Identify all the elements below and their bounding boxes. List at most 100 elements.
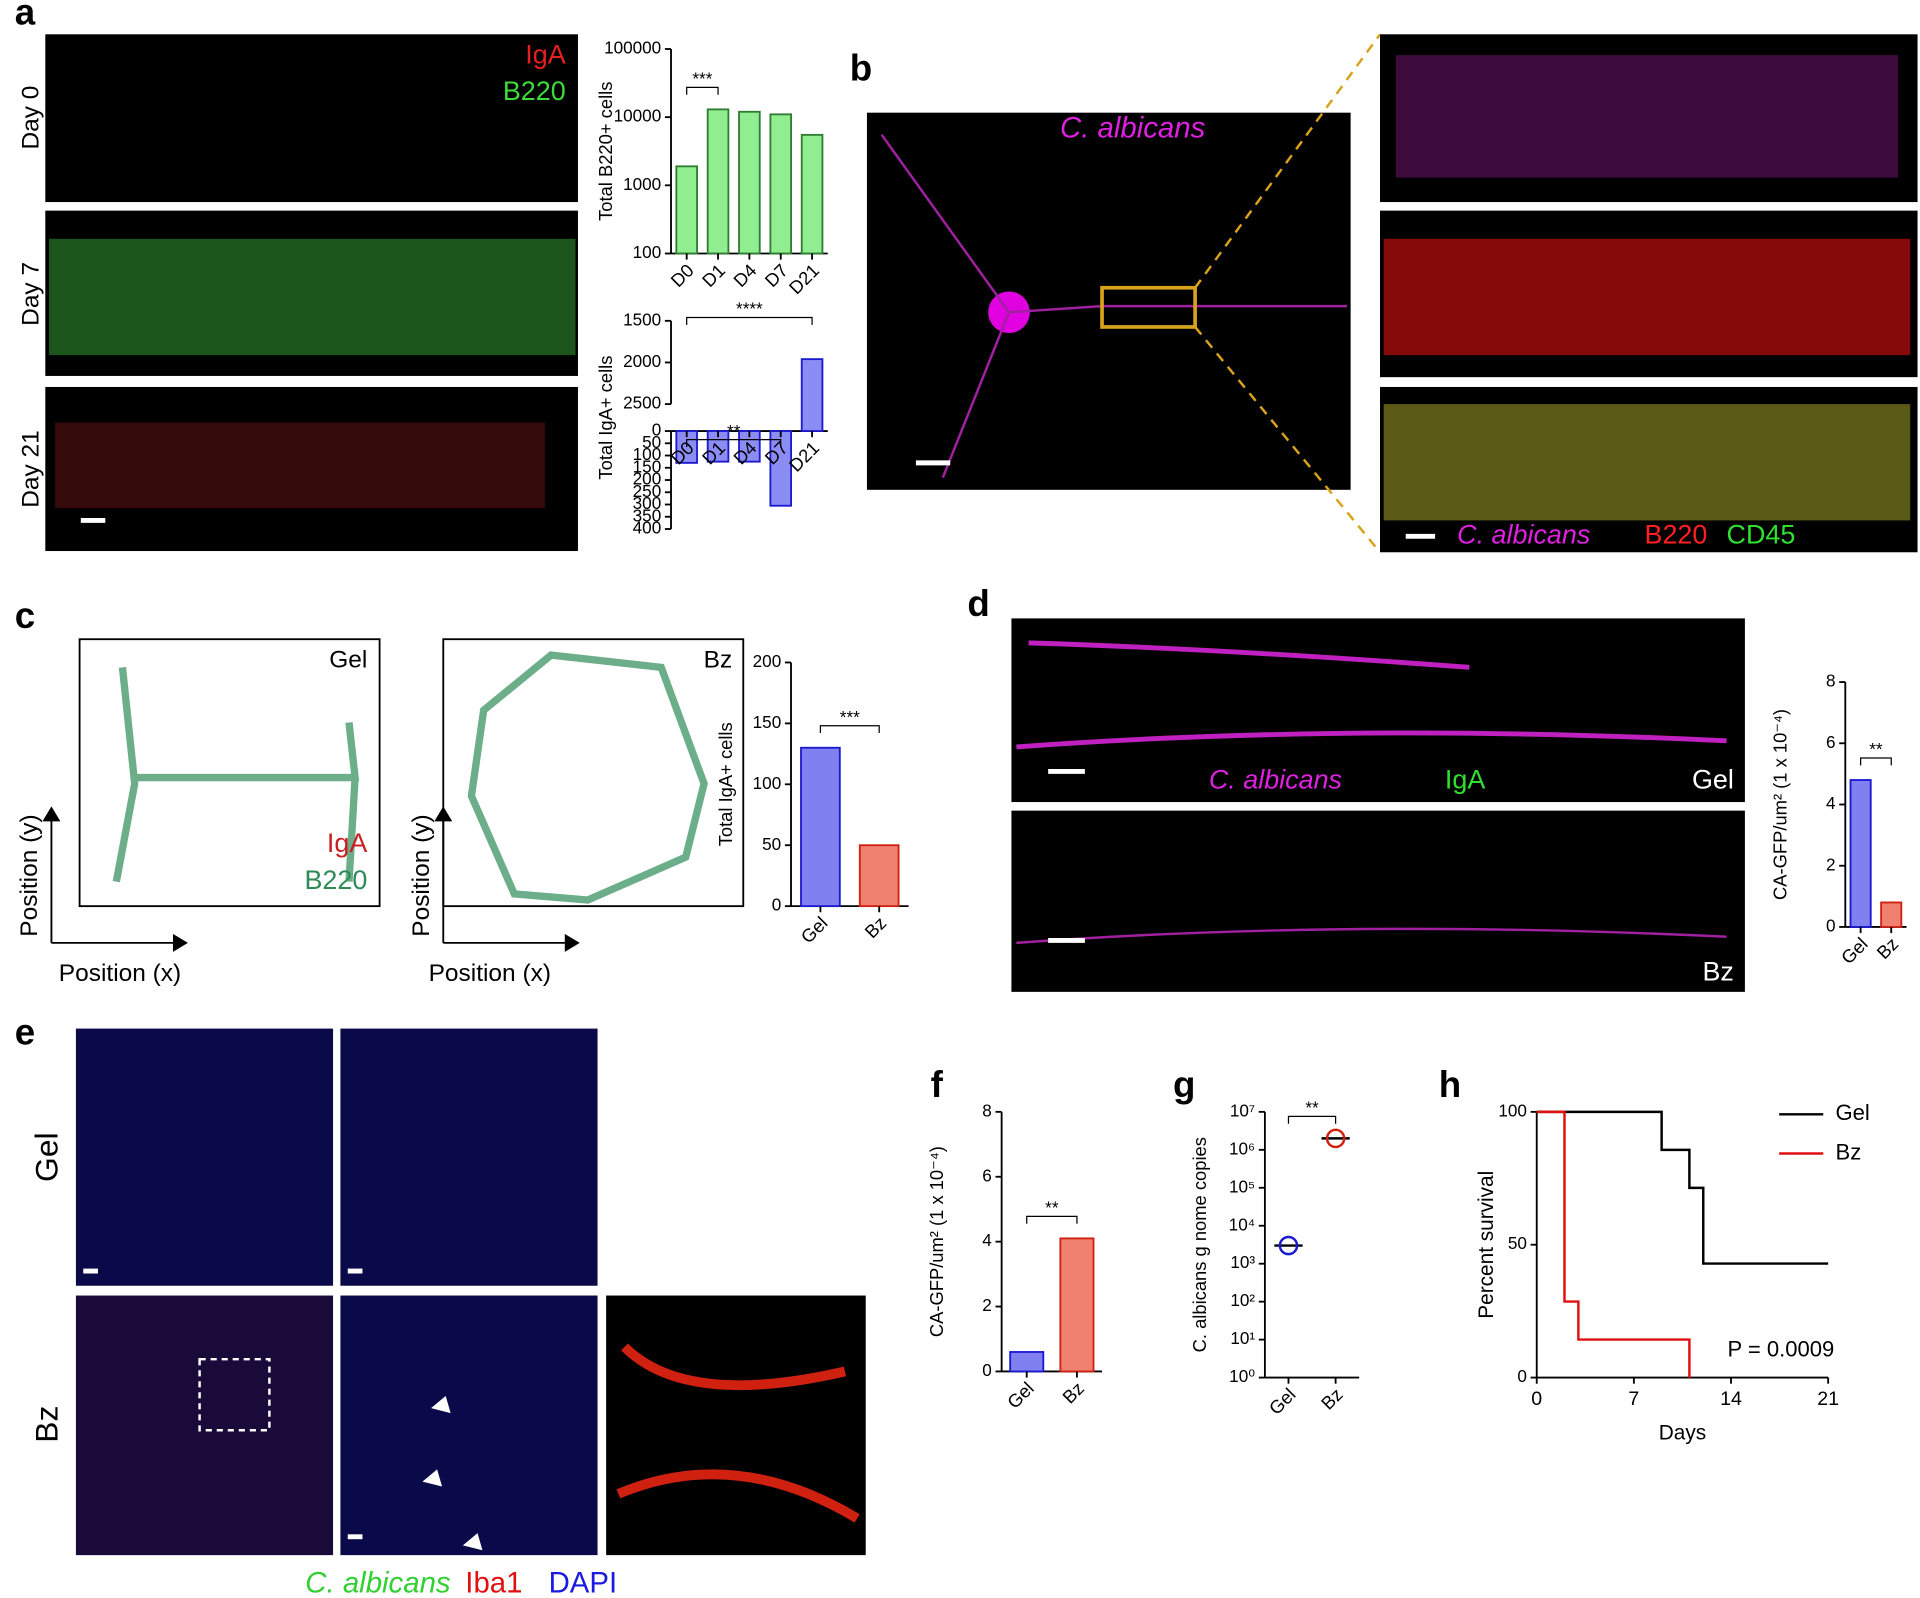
panel-a-images: Day 0 Day 7 Day 21 IgA B220 xyxy=(17,34,578,552)
y-tick-label: 0 xyxy=(1517,1366,1527,1386)
stain-label: CD45 xyxy=(1727,519,1796,549)
significance-label: ** xyxy=(727,421,741,441)
mean-dot xyxy=(1325,1128,1346,1149)
significance-bracket xyxy=(686,316,813,325)
y-tick-label: 10³ xyxy=(1230,1252,1255,1272)
zoom-line xyxy=(1194,326,1381,554)
micrograph-signal xyxy=(880,134,1347,479)
legend-label: Gel xyxy=(1836,1100,1870,1125)
x-tick-label: 14 xyxy=(1720,1388,1742,1410)
stain-label: IgA xyxy=(525,39,565,69)
micrograph xyxy=(340,1028,598,1286)
y-tick-label: 6 xyxy=(982,1165,992,1185)
y-tick-label: 10⁴ xyxy=(1229,1214,1255,1234)
y-tick-label: 0 xyxy=(1826,915,1836,935)
row-label: Gel xyxy=(28,1132,64,1182)
axis-label: Position (x) xyxy=(429,960,551,987)
y-tick-label: 150 xyxy=(633,456,662,476)
bar xyxy=(738,110,761,255)
stain-label: IgA xyxy=(1445,764,1485,794)
y-tick-label: 300 xyxy=(633,493,662,513)
arrowhead-marker xyxy=(422,1395,483,1551)
bar xyxy=(800,133,824,255)
stain-label: C. albicans xyxy=(305,1566,451,1598)
y-tick-label: 150 xyxy=(753,712,782,732)
y-tick-label: 100 xyxy=(1498,1100,1527,1120)
y-tick-label: 50 xyxy=(762,834,781,854)
significance-bracket xyxy=(1026,1215,1078,1224)
panel-letter: e xyxy=(15,1011,35,1052)
micrograph-signal xyxy=(1016,927,1727,945)
micrograph xyxy=(1011,810,1745,992)
survival-line xyxy=(1536,1110,1829,1265)
y-axis-label: Total IgA+ cells xyxy=(595,356,616,480)
x-tick-label: Gel xyxy=(1003,1378,1038,1413)
cell-cloud xyxy=(112,666,360,883)
y-tick-label: 10000 xyxy=(614,106,662,126)
legend-label: Bz xyxy=(1836,1139,1862,1164)
row-label: Day 0 xyxy=(17,86,44,150)
significance-label: **** xyxy=(736,299,763,319)
bar xyxy=(858,844,900,908)
y-tick-label: 100 xyxy=(633,444,662,464)
stain-label: B220 xyxy=(503,76,566,106)
panel-letter: d xyxy=(967,583,989,624)
micrograph xyxy=(45,34,578,203)
zoom-box xyxy=(1100,285,1197,329)
x-tick-label: D0 xyxy=(666,260,697,291)
y-tick-label: 2 xyxy=(1826,854,1836,874)
bar xyxy=(769,113,792,255)
y-axis-label: C. albicans g nome copies xyxy=(1189,1137,1210,1352)
y-tick-label: 6 xyxy=(1826,732,1836,752)
panel-c-plots xyxy=(42,638,745,952)
bar xyxy=(706,108,730,255)
y-tick-label: 50 xyxy=(642,432,661,452)
bar xyxy=(675,165,698,255)
y-tick-label: 10¹ xyxy=(1230,1328,1255,1348)
significance-bracket xyxy=(1287,1115,1337,1124)
y-tick-label: 0 xyxy=(772,895,782,915)
x-tick-label: D4 xyxy=(729,260,760,291)
annotation: P = 0.0009 xyxy=(1727,1336,1834,1361)
x-tick-label: Gel xyxy=(797,912,832,947)
significance-label: *** xyxy=(840,707,860,727)
arrow-head xyxy=(42,806,580,952)
micrograph xyxy=(340,1295,598,1556)
bar xyxy=(1849,779,1872,928)
survival-line xyxy=(1536,1110,1691,1378)
x-tick-label: D21 xyxy=(785,260,824,299)
row-label: Bz xyxy=(1702,957,1733,987)
significance-label: *** xyxy=(692,69,712,89)
mean-dot xyxy=(1278,1235,1299,1256)
y-tick-label: 8 xyxy=(1826,671,1836,691)
y-tick-label: 50 xyxy=(1508,1233,1527,1253)
axis-arrow xyxy=(50,810,576,944)
y-tick-label: 200 xyxy=(633,469,662,489)
row-label: Bz xyxy=(28,1406,64,1443)
micrograph-signal xyxy=(55,422,545,509)
panel-letter: a xyxy=(15,0,36,32)
significance-bracket xyxy=(1860,757,1892,766)
stain-label: DAPI xyxy=(549,1566,618,1598)
plot-frame xyxy=(442,638,745,908)
micrograph-signal xyxy=(1383,404,1911,521)
axis-label: Position (y) xyxy=(408,814,435,936)
panel-letter: h xyxy=(1439,1064,1461,1105)
row-label: Gel xyxy=(1692,764,1734,794)
x-tick-label: 7 xyxy=(1628,1388,1639,1410)
y-tick-label: 10⁰ xyxy=(1229,1366,1255,1386)
panel-letter: f xyxy=(931,1064,944,1105)
x-tick-label: Bz xyxy=(1317,1384,1347,1414)
plot-label: Bz xyxy=(704,647,733,674)
bar xyxy=(800,746,841,908)
bar xyxy=(1009,1351,1045,1373)
y-tick-label: 10⁷ xyxy=(1230,1100,1255,1120)
significance-label: ** xyxy=(1045,1198,1059,1218)
y-tick-label: 2 xyxy=(982,1295,992,1315)
x-tick-label: D1 xyxy=(698,260,729,291)
y-tick-label: 200 xyxy=(753,651,782,671)
row-label: Day 21 xyxy=(17,430,44,508)
micrograph xyxy=(606,1295,866,1556)
significance-bracket xyxy=(686,86,719,95)
x-tick-label: Bz xyxy=(1058,1378,1088,1408)
